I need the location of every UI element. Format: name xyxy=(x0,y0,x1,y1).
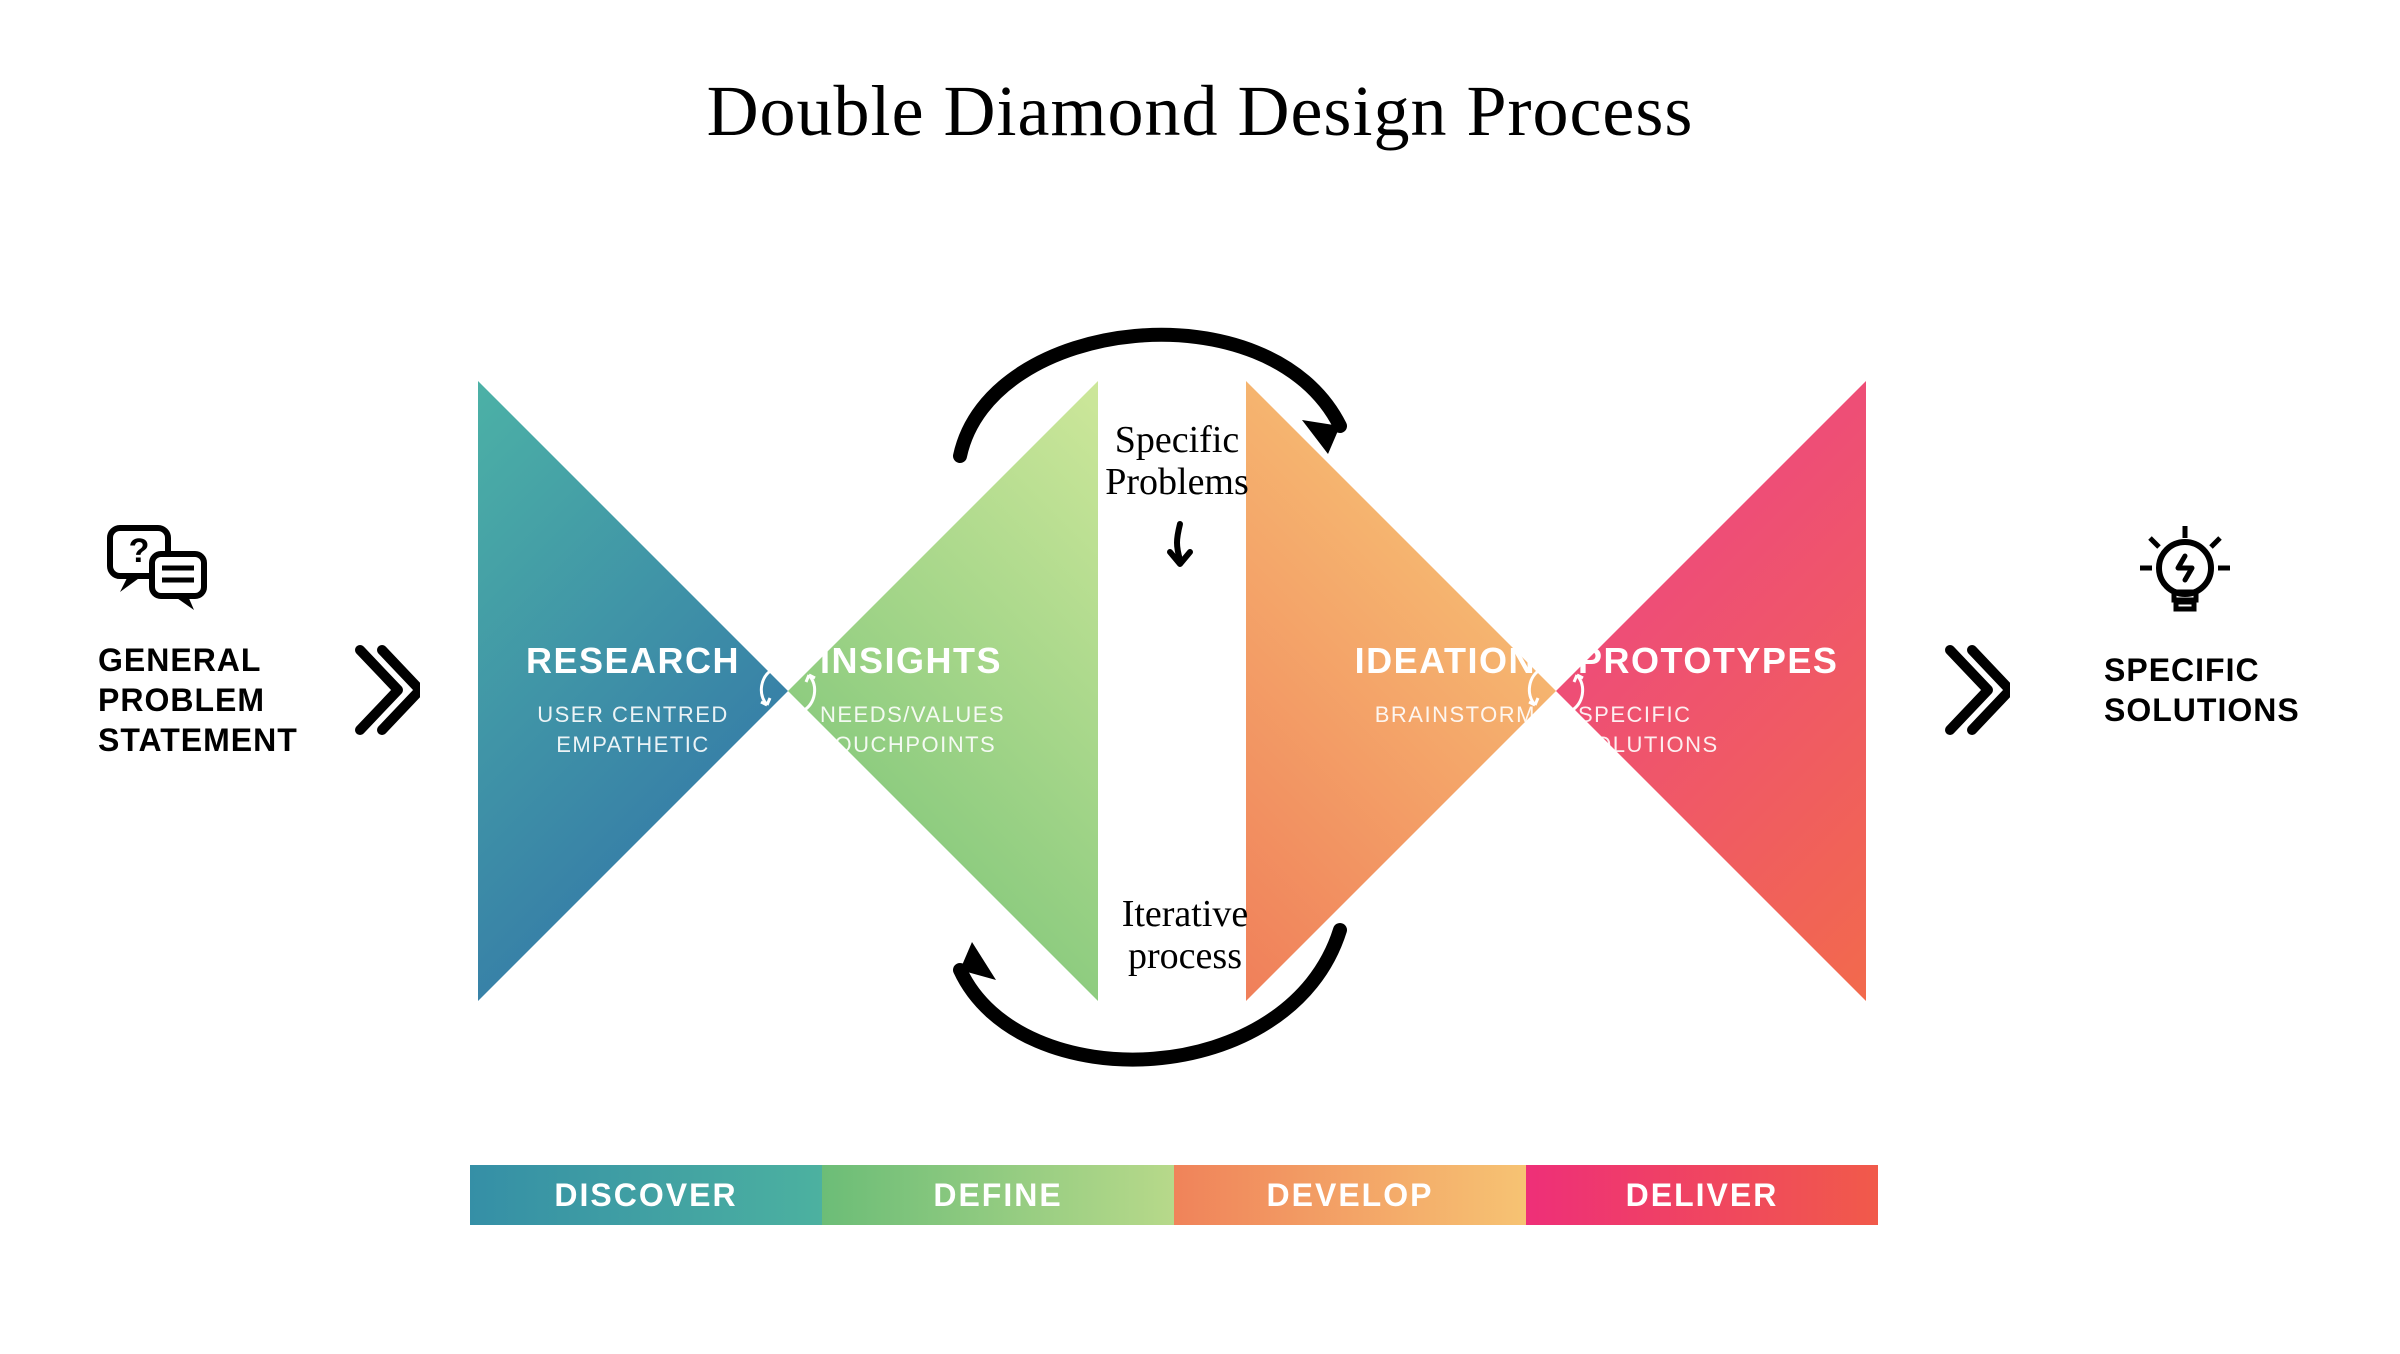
chevron-right-icon xyxy=(350,640,420,740)
right-label-line2: SOLUTIONS xyxy=(2104,692,2300,728)
phase-prototypes-title: PROTOTYPES xyxy=(1578,640,1866,682)
phase-ideation-sub1: BRAINSTORM xyxy=(1375,702,1536,727)
top-arc-line2: Problems xyxy=(1105,461,1249,503)
question-bubbles-icon: ? xyxy=(102,520,212,620)
phase-insights-sub2: TOUCHPOINTS xyxy=(820,732,996,757)
phase-prototypes-sub1: SPECIFIC xyxy=(1578,702,1691,727)
diagram-title: Double Diamond Design Process xyxy=(0,70,2400,153)
phase-insights-text: INSIGHTS NEEDS/VALUES TOUCHPOINTS xyxy=(800,640,1098,759)
svg-text:?: ? xyxy=(129,532,150,570)
top-arc-label: Specific Problems xyxy=(1082,420,1272,504)
bottom-arc-label: Iterative process xyxy=(1090,894,1280,978)
phasebar-deliver: DELIVER xyxy=(1526,1165,1878,1225)
phase-prototypes-sub2: SOLUTIONS xyxy=(1578,732,1719,757)
cycle-arrows-icon xyxy=(1521,655,1591,725)
chevron-right-icon xyxy=(1940,640,2010,740)
phase-ideation-title: IDEATION xyxy=(1246,640,1536,682)
left-label: GENERAL PROBLEM STATEMENT xyxy=(98,640,298,760)
right-label: SPECIFIC SOLUTIONS xyxy=(2104,650,2300,730)
phase-research-sub2: EMPATHETIC xyxy=(556,732,710,757)
lightbulb-icon xyxy=(2130,520,2240,630)
phasebar-define: DEFINE xyxy=(822,1165,1174,1225)
phase-research-text: RESEARCH USER CENTRED EMPATHETIC xyxy=(478,640,788,759)
phase-insights-title: INSIGHTS xyxy=(820,640,1098,682)
cycle-arrows-icon xyxy=(753,655,823,725)
left-label-line3: STATEMENT xyxy=(98,722,298,758)
bottom-arc-line2: process xyxy=(1128,935,1242,977)
right-label-line1: SPECIFIC xyxy=(2104,652,2260,688)
phase-research-sub1: USER CENTRED xyxy=(537,702,729,727)
phase-prototypes-text: PROTOTYPES SPECIFIC SOLUTIONS xyxy=(1566,640,1866,759)
left-label-line1: GENERAL xyxy=(98,642,261,678)
down-arrow-icon xyxy=(1160,520,1200,570)
phase-ideation-text: IDEATION BRAINSTORM xyxy=(1246,640,1556,730)
phase-research-title: RESEARCH xyxy=(478,640,788,682)
phasebar-develop: DEVELOP xyxy=(1174,1165,1526,1225)
phase-insights-sub1: NEEDS/VALUES xyxy=(820,702,1005,727)
left-label-line2: PROBLEM xyxy=(98,682,265,718)
phasebar-discover: DISCOVER xyxy=(470,1165,822,1225)
phase-bar: DISCOVER DEFINE DEVELOP DELIVER xyxy=(470,1165,1878,1225)
top-arc-line1: Specific xyxy=(1115,419,1240,461)
bottom-arc-line1: Iterative xyxy=(1122,893,1249,935)
